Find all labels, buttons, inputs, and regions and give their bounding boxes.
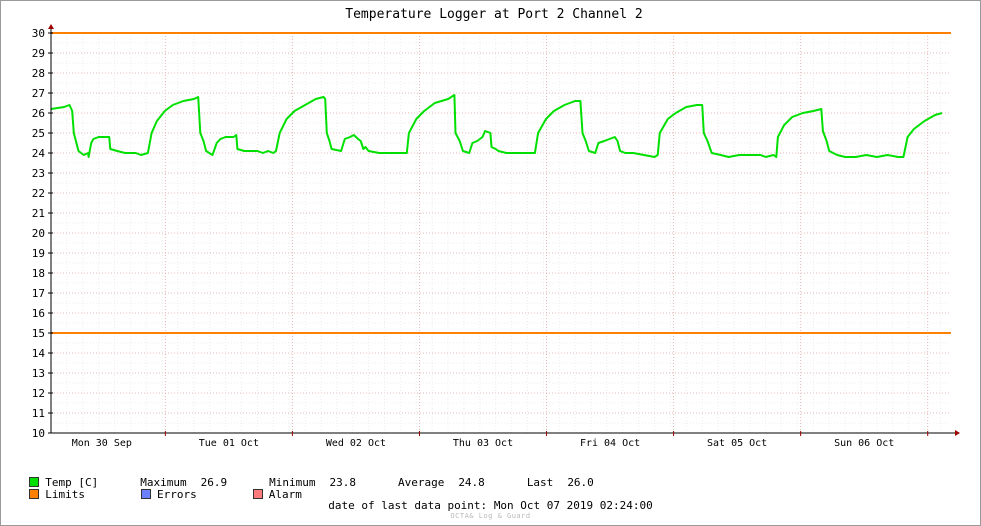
minimum-value: 23.8 xyxy=(329,476,356,489)
last-label: Last xyxy=(526,476,554,489)
y-tick-label: 22 xyxy=(32,187,45,200)
average-value: 24.8 xyxy=(458,476,485,489)
y-tick-label: 28 xyxy=(32,67,45,80)
y-tick-label: 13 xyxy=(32,367,45,380)
x-tick-label: Mon 30 Sep xyxy=(72,438,132,449)
legend-alarm-label: Alarm xyxy=(268,488,302,501)
y-tick-label: 10 xyxy=(32,427,45,440)
maximum-label: Maximum xyxy=(140,476,187,489)
errors-swatch xyxy=(141,489,151,499)
minimum-label: Minimum xyxy=(269,476,316,489)
y-tick-label: 23 xyxy=(32,167,45,180)
temperature-series-line xyxy=(50,94,943,158)
legend-temp-label: Temp [C] xyxy=(45,476,99,489)
x-tick-label: Sat 05 Oct xyxy=(707,438,767,449)
y-tick-label: 27 xyxy=(32,87,45,100)
y-tick-label: 26 xyxy=(32,107,45,120)
y-tick-label: 14 xyxy=(32,347,46,360)
x-axis-arrow xyxy=(955,430,960,436)
alarm-swatch xyxy=(252,489,263,499)
limits-swatch xyxy=(29,489,40,499)
x-tick-label: Fri 04 Oct xyxy=(580,438,640,449)
y-tick-label: 11 xyxy=(32,407,45,420)
legend-row-stats: Temp [C] Maximum 26.9 Minimum 23.8 Average 24.… xyxy=(16,463,594,489)
y-tick-label: 12 xyxy=(32,387,45,400)
y-tick-label: 17 xyxy=(32,287,45,300)
y-tick-label: 19 xyxy=(32,247,45,260)
last-point-label: date of last data point: xyxy=(328,499,488,512)
last-point-value: Mon Oct 07 2019 02:24:00 xyxy=(493,499,653,512)
legend-errors-label: Errors xyxy=(157,488,197,501)
x-tick-label: Tue 01 Oct xyxy=(199,438,259,449)
y-tick-label: 29 xyxy=(32,47,45,60)
y-tick-label: 25 xyxy=(32,127,45,140)
legend-limits-label: Limits xyxy=(45,488,85,501)
temperature-chart: Temperature Logger at Port 2 Channel 2 1… xyxy=(32,7,960,449)
last-data-point: date of last data point: Mon Oct 07 2019… xyxy=(0,499,981,512)
x-tick-label: Thu 03 Oct xyxy=(453,438,513,449)
average-label: Average xyxy=(397,476,445,489)
y-tick-label: 16 xyxy=(32,307,45,320)
x-tick-label: Sun 06 Oct xyxy=(834,438,894,449)
y-tick-label: 24 xyxy=(32,147,46,160)
y-tick-label: 18 xyxy=(32,267,45,280)
legend-row-status: Limits Errors Alarm xyxy=(16,475,302,501)
temp-swatch xyxy=(29,477,40,487)
y-axis-arrow xyxy=(48,24,54,29)
watermark-text: OCTA& Log & Guard xyxy=(450,512,531,520)
y-tick-label: 30 xyxy=(32,27,45,40)
x-tick-label: Wed 02 Oct xyxy=(326,438,386,449)
last-value: 26.0 xyxy=(567,476,594,489)
y-tick-label: 20 xyxy=(32,227,45,240)
y-tick-label: 15 xyxy=(32,327,45,340)
chart-title: Temperature Logger at Port 2 Channel 2 xyxy=(345,7,642,22)
maximum-value: 26.9 xyxy=(200,476,228,489)
y-tick-label: 21 xyxy=(32,207,45,220)
